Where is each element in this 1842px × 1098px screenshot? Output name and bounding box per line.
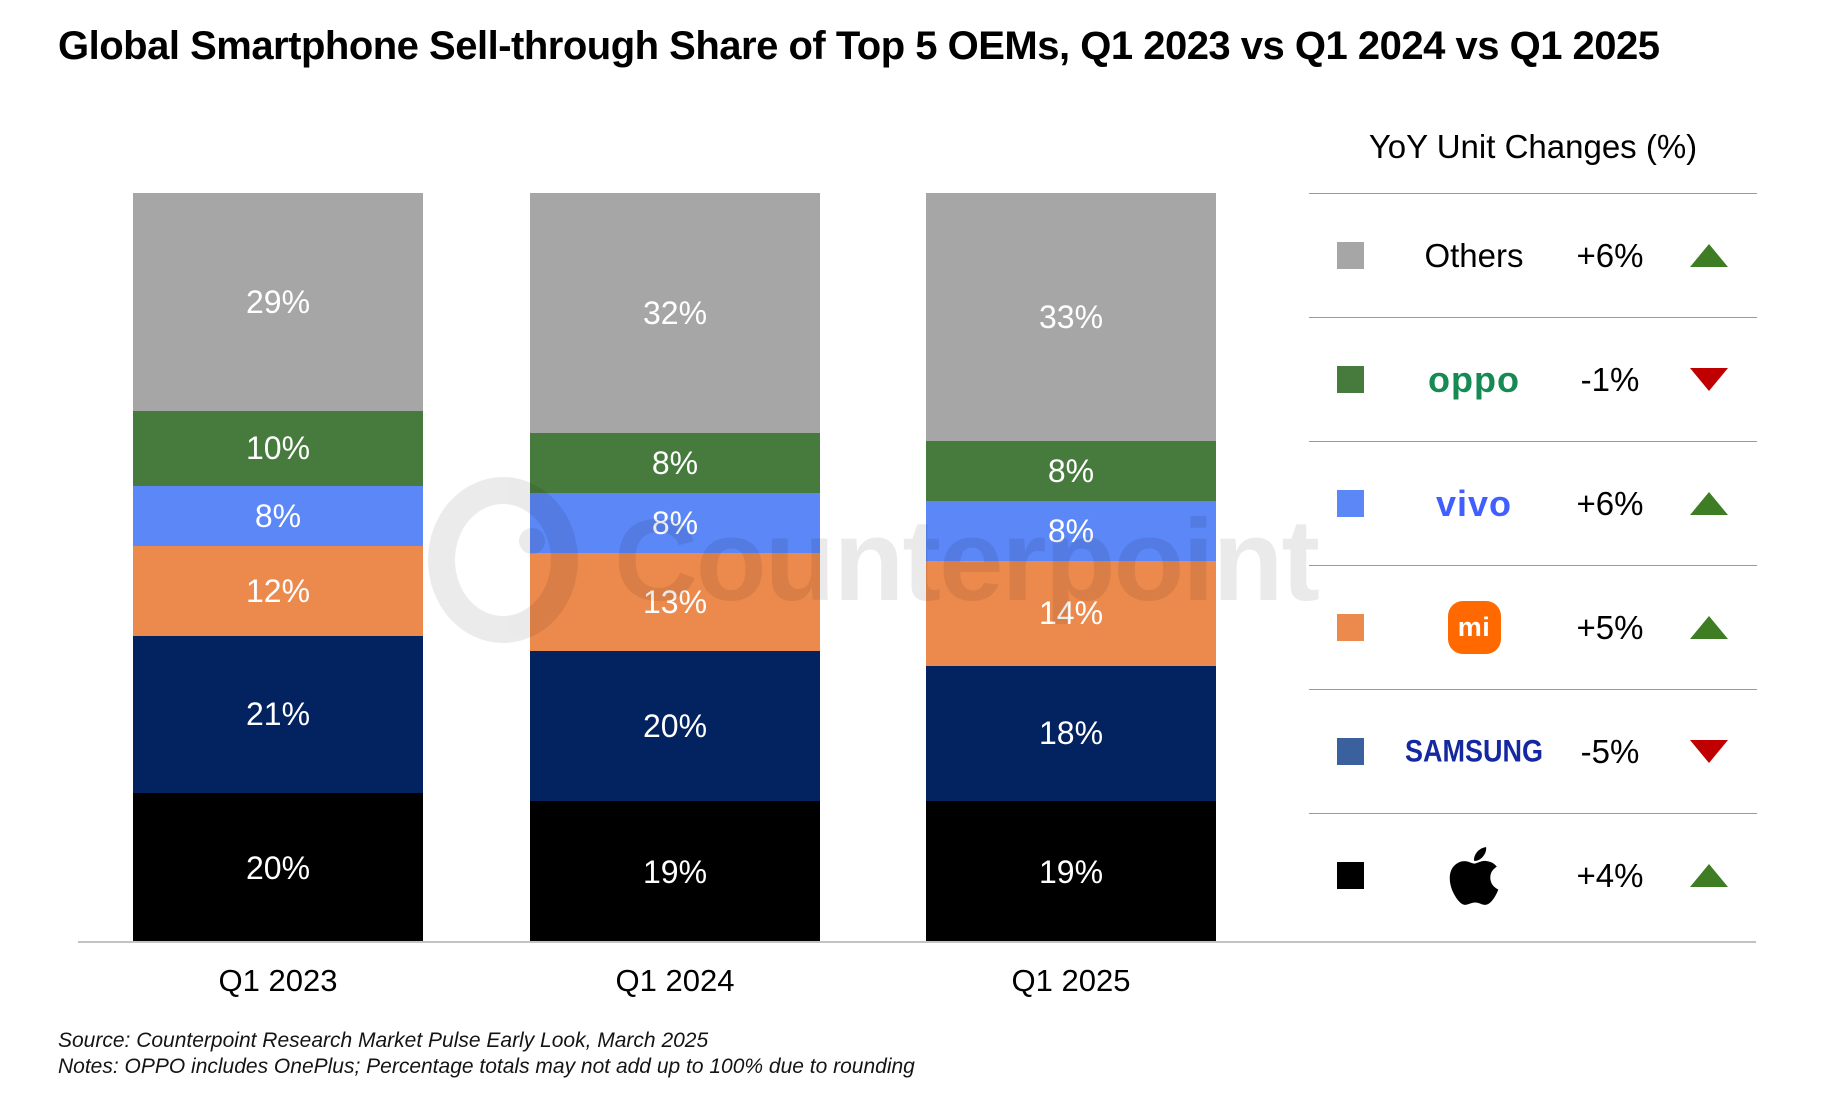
x-axis-label-q1-2024: Q1 2024 [615, 963, 735, 998]
segment-apple-q1-2025: 19% [926, 800, 1216, 943]
up-triangle-icon [1690, 616, 1728, 639]
oppo-yoy-change: -1% [1580, 360, 1640, 398]
segment-oppo-q1-2024: 8% [530, 433, 820, 493]
oppo-wordmark: oppo [1428, 358, 1520, 400]
others-swatch [1337, 242, 1364, 269]
apple-brand [1384, 843, 1564, 909]
segment-samsung-q1-2023: 21% [133, 635, 423, 793]
oppo-swatch [1337, 366, 1364, 393]
segment-oppo-q1-2025: 8% [926, 440, 1216, 501]
samsung-wordmark: SAMSUNG [1404, 733, 1543, 769]
legend-row-vivo: vivo +6% [1309, 441, 1757, 565]
segment-value-label: 18% [1038, 715, 1104, 751]
segment-vivo-q1-2023: 8% [133, 485, 423, 546]
stacked-bar-q1-2024: 32% 8% 8% 13% 20% 19% [530, 193, 820, 943]
legend-title: YoY Unit Changes (%) [1368, 128, 1698, 165]
legend-row-oppo: oppo -1% [1309, 317, 1757, 441]
x-axis-line [78, 941, 1756, 943]
vivo-yoy-change: +6% [1576, 484, 1644, 522]
footer: Source: Counterpoint Research Market Pul… [58, 1028, 915, 1080]
apple-yoy-change: +4% [1576, 856, 1644, 894]
source-note: Source: Counterpoint Research Market Pul… [58, 1029, 709, 1052]
others-yoy-change: +6% [1576, 236, 1644, 274]
oppo-brand: oppo [1384, 359, 1564, 401]
segment-value-label: 14% [1038, 595, 1104, 631]
segment-apple-q1-2024: 19% [530, 800, 820, 943]
segment-value-label: 10% [245, 430, 311, 466]
segment-value-label: 33% [1038, 298, 1104, 335]
samsung-brand: SAMSUNG [1384, 733, 1564, 769]
vivo-swatch [1337, 490, 1364, 517]
apple-logo-icon [1449, 846, 1499, 905]
segment-others-q1-2025: 33% [926, 193, 1216, 441]
segment-value-label: 19% [642, 853, 708, 890]
segment-value-label: 13% [642, 583, 708, 620]
xiaomi-mi-logo-icon: mi [1447, 601, 1501, 654]
segment-value-label: 19% [1038, 853, 1104, 890]
vivo-wordmark: vivo [1435, 482, 1513, 524]
page-title: Global Smartphone Sell-through Share of … [58, 24, 1660, 68]
segment-samsung-q1-2024: 20% [530, 650, 820, 801]
segment-value-label: 32% [642, 295, 708, 331]
down-triangle-icon [1690, 368, 1728, 391]
mi-logo-text: mi [1457, 612, 1491, 642]
segment-value-label: 8% [651, 505, 699, 541]
segment-value-label: 8% [1047, 452, 1095, 489]
vivo-brand: vivo [1384, 483, 1564, 525]
down-triangle-icon [1690, 740, 1728, 763]
up-triangle-icon [1690, 244, 1728, 267]
segment-xiaomi-q1-2024: 13% [530, 553, 820, 651]
segment-apple-q1-2023: 20% [133, 793, 423, 943]
segment-value-label: 29% [245, 283, 311, 320]
segment-value-label: 20% [245, 850, 311, 886]
stacked-bar-q1-2023: 29% 10% 8% 12% 21% 20% [133, 193, 423, 943]
legend-row-xiaomi: mi +5% [1309, 565, 1757, 689]
segment-others-q1-2024: 32% [530, 193, 820, 433]
segment-value-label: 21% [245, 696, 311, 733]
segment-value-label: 8% [651, 445, 699, 481]
samsung-swatch [1337, 738, 1364, 765]
x-axis-label-q1-2023: Q1 2023 [218, 963, 338, 998]
segment-xiaomi-q1-2025: 14% [926, 560, 1216, 666]
rounding-note: Notes: OPPO includes OnePlus; Percentage… [58, 1055, 915, 1078]
segment-samsung-q1-2025: 18% [926, 665, 1216, 801]
legend-row-others: Others +6% [1309, 193, 1757, 317]
xiaomi-yoy-change: +5% [1576, 608, 1644, 646]
segment-value-label: 8% [1047, 512, 1095, 549]
segment-oppo-q1-2023: 10% [133, 410, 423, 486]
stacked-bar-q1-2025: 33% 8% 8% 14% 18% 19% [926, 193, 1216, 943]
up-triangle-icon [1690, 492, 1728, 515]
apple-swatch [1337, 862, 1364, 889]
segment-vivo-q1-2025: 8% [926, 500, 1216, 561]
others-brand: Others [1384, 237, 1564, 275]
xiaomi-brand: mi [1384, 601, 1564, 654]
legend-row-samsung: SAMSUNG -5% [1309, 689, 1757, 813]
up-triangle-icon [1690, 864, 1728, 887]
xiaomi-swatch [1337, 614, 1364, 641]
segment-vivo-q1-2024: 8% [530, 493, 820, 553]
others-wordmark: Others [1424, 236, 1524, 274]
legend-rows: Others +6% oppo -1% vivo +6% mi +5% SAMSUNG -5% +4… [1309, 193, 1757, 937]
segment-value-label: 20% [642, 707, 708, 744]
segment-value-label: 8% [254, 497, 302, 534]
segment-value-label: 12% [245, 572, 311, 609]
legend-row-apple: +4% [1309, 813, 1757, 937]
segment-xiaomi-q1-2023: 12% [133, 545, 423, 636]
x-axis-label-q1-2025: Q1 2025 [1011, 963, 1131, 998]
samsung-yoy-change: -5% [1580, 732, 1640, 770]
segment-others-q1-2023: 29% [133, 193, 423, 411]
